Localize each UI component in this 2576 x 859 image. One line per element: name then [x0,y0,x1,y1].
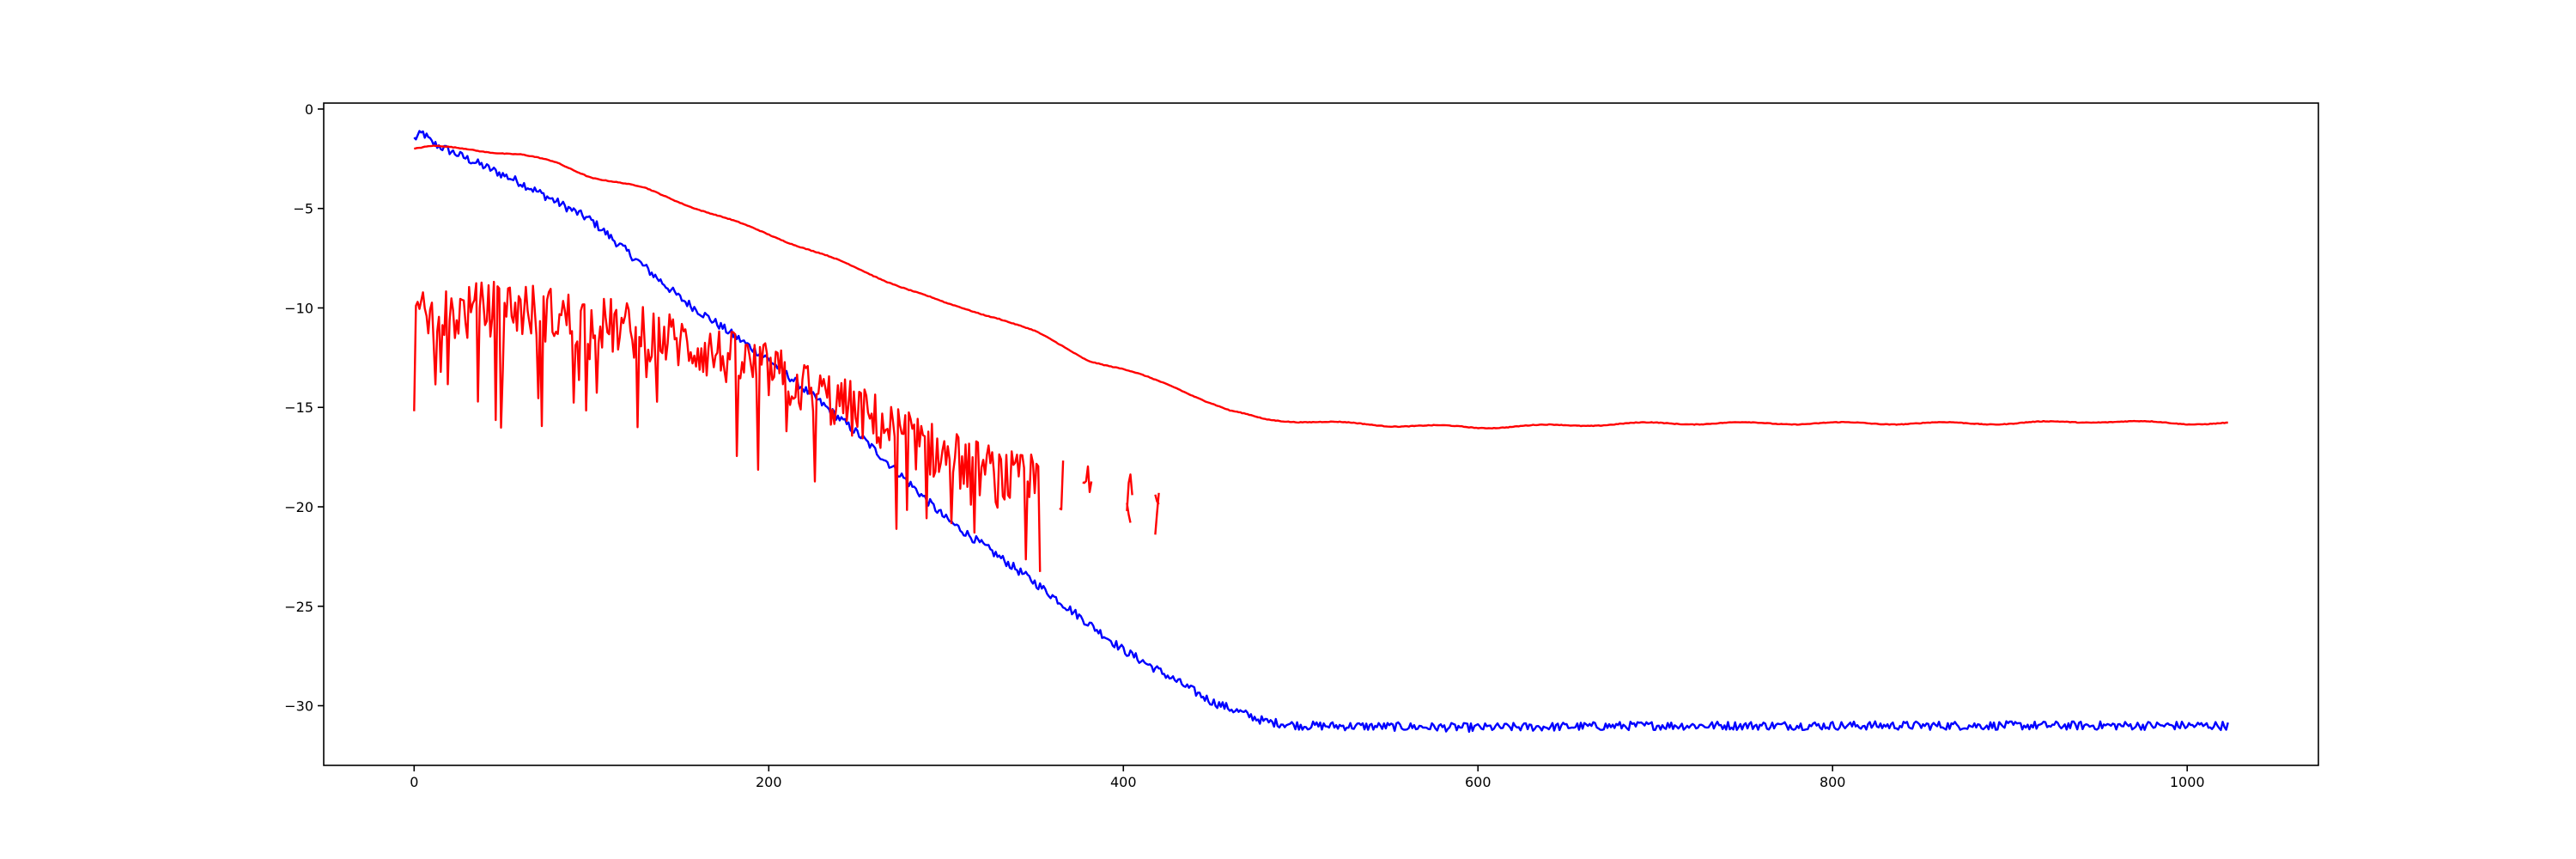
y-tick-label: −15 [284,399,313,416]
x-tick-label: 200 [756,774,782,790]
x-tick-label: 800 [1820,774,1846,790]
y-tick-label: −20 [284,499,313,515]
series-line-3-segment-4 [1126,473,1133,511]
series-line-3-segment-1 [413,280,1042,572]
series-line-3-segment-2 [1059,460,1065,511]
series-line-3-segment-6 [1126,503,1132,523]
x-tick-label: 0 [410,774,418,790]
series-line-3-segment-3 [1082,465,1093,493]
x-tick-label: 1000 [2170,774,2205,790]
series-line-3-segment-7 [1154,492,1160,535]
axes-frame [323,102,2319,766]
series-line-1-segment-1 [413,130,2229,734]
y-tick-label: −30 [284,698,313,715]
series-line-2-segment-1 [413,144,2228,430]
y-tick-label: −5 [293,201,313,217]
axes: 0 200 400 600 800 1000 0 −5 −10 −15 −20 −25 −30 [284,101,2319,790]
y-tick-label: 0 [305,101,313,118]
plot-area [413,130,2229,734]
x-tick-label: 600 [1465,774,1492,790]
y-tick-label: −25 [284,599,313,615]
x-tick-label: 400 [1110,774,1137,790]
y-tick-label: −10 [284,300,313,316]
